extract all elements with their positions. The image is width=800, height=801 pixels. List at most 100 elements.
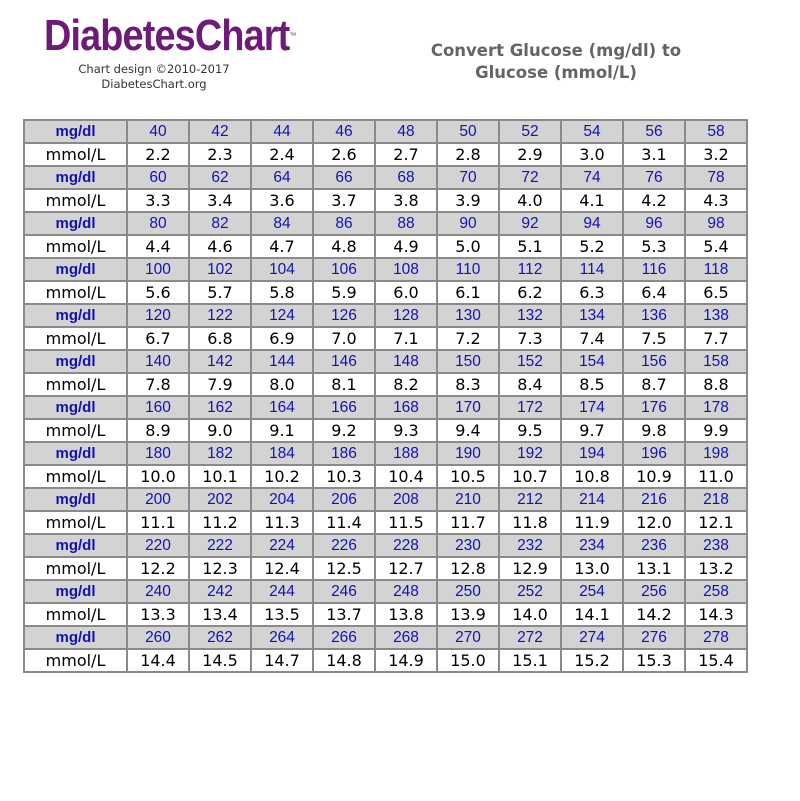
- mmol-value-cell: 10.1: [188, 464, 252, 489]
- mg-value-cell: 120: [126, 303, 190, 328]
- mmol-value-cell: 15.1: [498, 648, 562, 673]
- mmol-value-cell: 14.8: [312, 648, 376, 673]
- mmol-value-cell: 7.7: [684, 326, 748, 351]
- mmol-value-cell: 15.4: [684, 648, 748, 673]
- mmol-label-cell: mmol/L: [23, 234, 128, 259]
- mg-value-cell: 268: [374, 625, 438, 650]
- mmol-value-cell: 3.2: [684, 142, 748, 167]
- mmol-value-cell: 8.5: [560, 372, 624, 397]
- mmol-label-cell: mmol/L: [23, 648, 128, 673]
- mg-value-cell: 112: [498, 257, 562, 282]
- mmol-value-cell: 11.5: [374, 510, 438, 535]
- mg-value-cell: 48: [374, 119, 438, 144]
- mg-value-cell: 52: [498, 119, 562, 144]
- mmol-value-cell: 3.7: [312, 188, 376, 213]
- mmol-value-cell: 4.3: [684, 188, 748, 213]
- mmol-value-cell: 4.6: [188, 234, 252, 259]
- mmol-value-cell: 10.4: [374, 464, 438, 489]
- mmol-row: mmol/L 14.4 14.5 14.7 14.8 14.9 15.0 15.1 15.2 15…: [23, 648, 748, 673]
- mg-value-cell: 224: [250, 533, 314, 558]
- mg-value-cell: 236: [622, 533, 686, 558]
- mg-row: mg/dl 100 102 104 106 108 110 112 114 116 118: [23, 257, 748, 282]
- mmol-value-cell: 7.4: [560, 326, 624, 351]
- mmol-value-cell: 8.2: [374, 372, 438, 397]
- mg-value-cell: 176: [622, 395, 686, 420]
- mg-value-cell: 234: [560, 533, 624, 558]
- mg-value-cell: 60: [126, 165, 190, 190]
- mg-row: mg/dl 60 62 64 66 68 70 72 74 76 78: [23, 165, 748, 190]
- mmol-value-cell: 7.2: [436, 326, 500, 351]
- mmol-value-cell: 11.9: [560, 510, 624, 535]
- mmol-value-cell: 2.2: [126, 142, 190, 167]
- mmol-value-cell: 5.2: [560, 234, 624, 259]
- logo-trademark: ™: [289, 31, 296, 40]
- mg-label-cell: mg/dl: [23, 625, 128, 650]
- mmol-value-cell: 5.1: [498, 234, 562, 259]
- mg-value-cell: 74: [560, 165, 624, 190]
- mmol-value-cell: 15.2: [560, 648, 624, 673]
- mmol-value-cell: 5.8: [250, 280, 314, 305]
- mmol-value-cell: 5.0: [436, 234, 500, 259]
- mg-value-cell: 148: [374, 349, 438, 374]
- mg-value-cell: 96: [622, 211, 686, 236]
- mg-value-cell: 240: [126, 579, 190, 604]
- mg-value-cell: 246: [312, 579, 376, 604]
- mmol-value-cell: 14.2: [622, 602, 686, 627]
- mmol-row: mmol/L 8.9 9.0 9.1 9.2 9.3 9.4 9.5 9.7 9.8 9.9: [23, 418, 748, 443]
- mmol-value-cell: 6.0: [374, 280, 438, 305]
- mg-value-cell: 128: [374, 303, 438, 328]
- mg-value-cell: 274: [560, 625, 624, 650]
- mmol-value-cell: 11.3: [250, 510, 314, 535]
- mg-value-cell: 84: [250, 211, 314, 236]
- mg-value-cell: 184: [250, 441, 314, 466]
- mg-value-cell: 42: [188, 119, 252, 144]
- mmol-value-cell: 14.7: [250, 648, 314, 673]
- mg-value-cell: 216: [622, 487, 686, 512]
- mg-value-cell: 260: [126, 625, 190, 650]
- mmol-row: mmol/L 13.3 13.4 13.5 13.7 13.8 13.9 14.0 14.1 14…: [23, 602, 748, 627]
- mg-value-cell: 178: [684, 395, 748, 420]
- mmol-value-cell: 8.0: [250, 372, 314, 397]
- mg-value-cell: 106: [312, 257, 376, 282]
- mmol-value-cell: 4.9: [374, 234, 438, 259]
- mmol-value-cell: 13.9: [436, 602, 500, 627]
- mg-row: mg/dl 260 262 264 266 268 270 272 274 276 278: [23, 625, 748, 650]
- mmol-row: mmol/L 10.0 10.1 10.2 10.3 10.4 10.5 10.7 10.8 10…: [23, 464, 748, 489]
- mg-value-cell: 58: [684, 119, 748, 144]
- mg-value-cell: 212: [498, 487, 562, 512]
- mg-value-cell: 258: [684, 579, 748, 604]
- mmol-row: mmol/L 11.1 11.2 11.3 11.4 11.5 11.7 11.8 11.9 12…: [23, 510, 748, 535]
- mg-value-cell: 174: [560, 395, 624, 420]
- mmol-label-cell: mmol/L: [23, 142, 128, 167]
- mg-value-cell: 230: [436, 533, 500, 558]
- mmol-label-cell: mmol/L: [23, 464, 128, 489]
- mg-label-cell: mg/dl: [23, 119, 128, 144]
- mg-value-cell: 46: [312, 119, 376, 144]
- mmol-value-cell: 3.6: [250, 188, 314, 213]
- mmol-value-cell: 5.4: [684, 234, 748, 259]
- mg-value-cell: 166: [312, 395, 376, 420]
- mg-value-cell: 158: [684, 349, 748, 374]
- mg-value-cell: 168: [374, 395, 438, 420]
- mmol-value-cell: 7.8: [126, 372, 190, 397]
- mg-value-cell: 188: [374, 441, 438, 466]
- mmol-value-cell: 14.1: [560, 602, 624, 627]
- mmol-row: mmol/L 4.4 4.6 4.7 4.8 4.9 5.0 5.1 5.2 5.3 5.4: [23, 234, 748, 259]
- mmol-value-cell: 6.2: [498, 280, 562, 305]
- mg-value-cell: 218: [684, 487, 748, 512]
- chart-title: Convert Glucose (mg/dl) to Glucose (mmol…: [400, 40, 712, 84]
- mg-value-cell: 136: [622, 303, 686, 328]
- mg-value-cell: 92: [498, 211, 562, 236]
- mmol-value-cell: 15.3: [622, 648, 686, 673]
- mg-row: mg/dl 120 122 124 126 128 130 132 134 136 138: [23, 303, 748, 328]
- mg-value-cell: 276: [622, 625, 686, 650]
- mmol-value-cell: 8.8: [684, 372, 748, 397]
- mg-value-cell: 80: [126, 211, 190, 236]
- mmol-value-cell: 9.5: [498, 418, 562, 443]
- mmol-value-cell: 14.4: [126, 648, 190, 673]
- mg-value-cell: 146: [312, 349, 376, 374]
- mmol-row: mmol/L 12.2 12.3 12.4 12.5 12.7 12.8 12.9 13.0 13…: [23, 556, 748, 581]
- mmol-value-cell: 9.3: [374, 418, 438, 443]
- mg-value-cell: 50: [436, 119, 500, 144]
- mg-value-cell: 172: [498, 395, 562, 420]
